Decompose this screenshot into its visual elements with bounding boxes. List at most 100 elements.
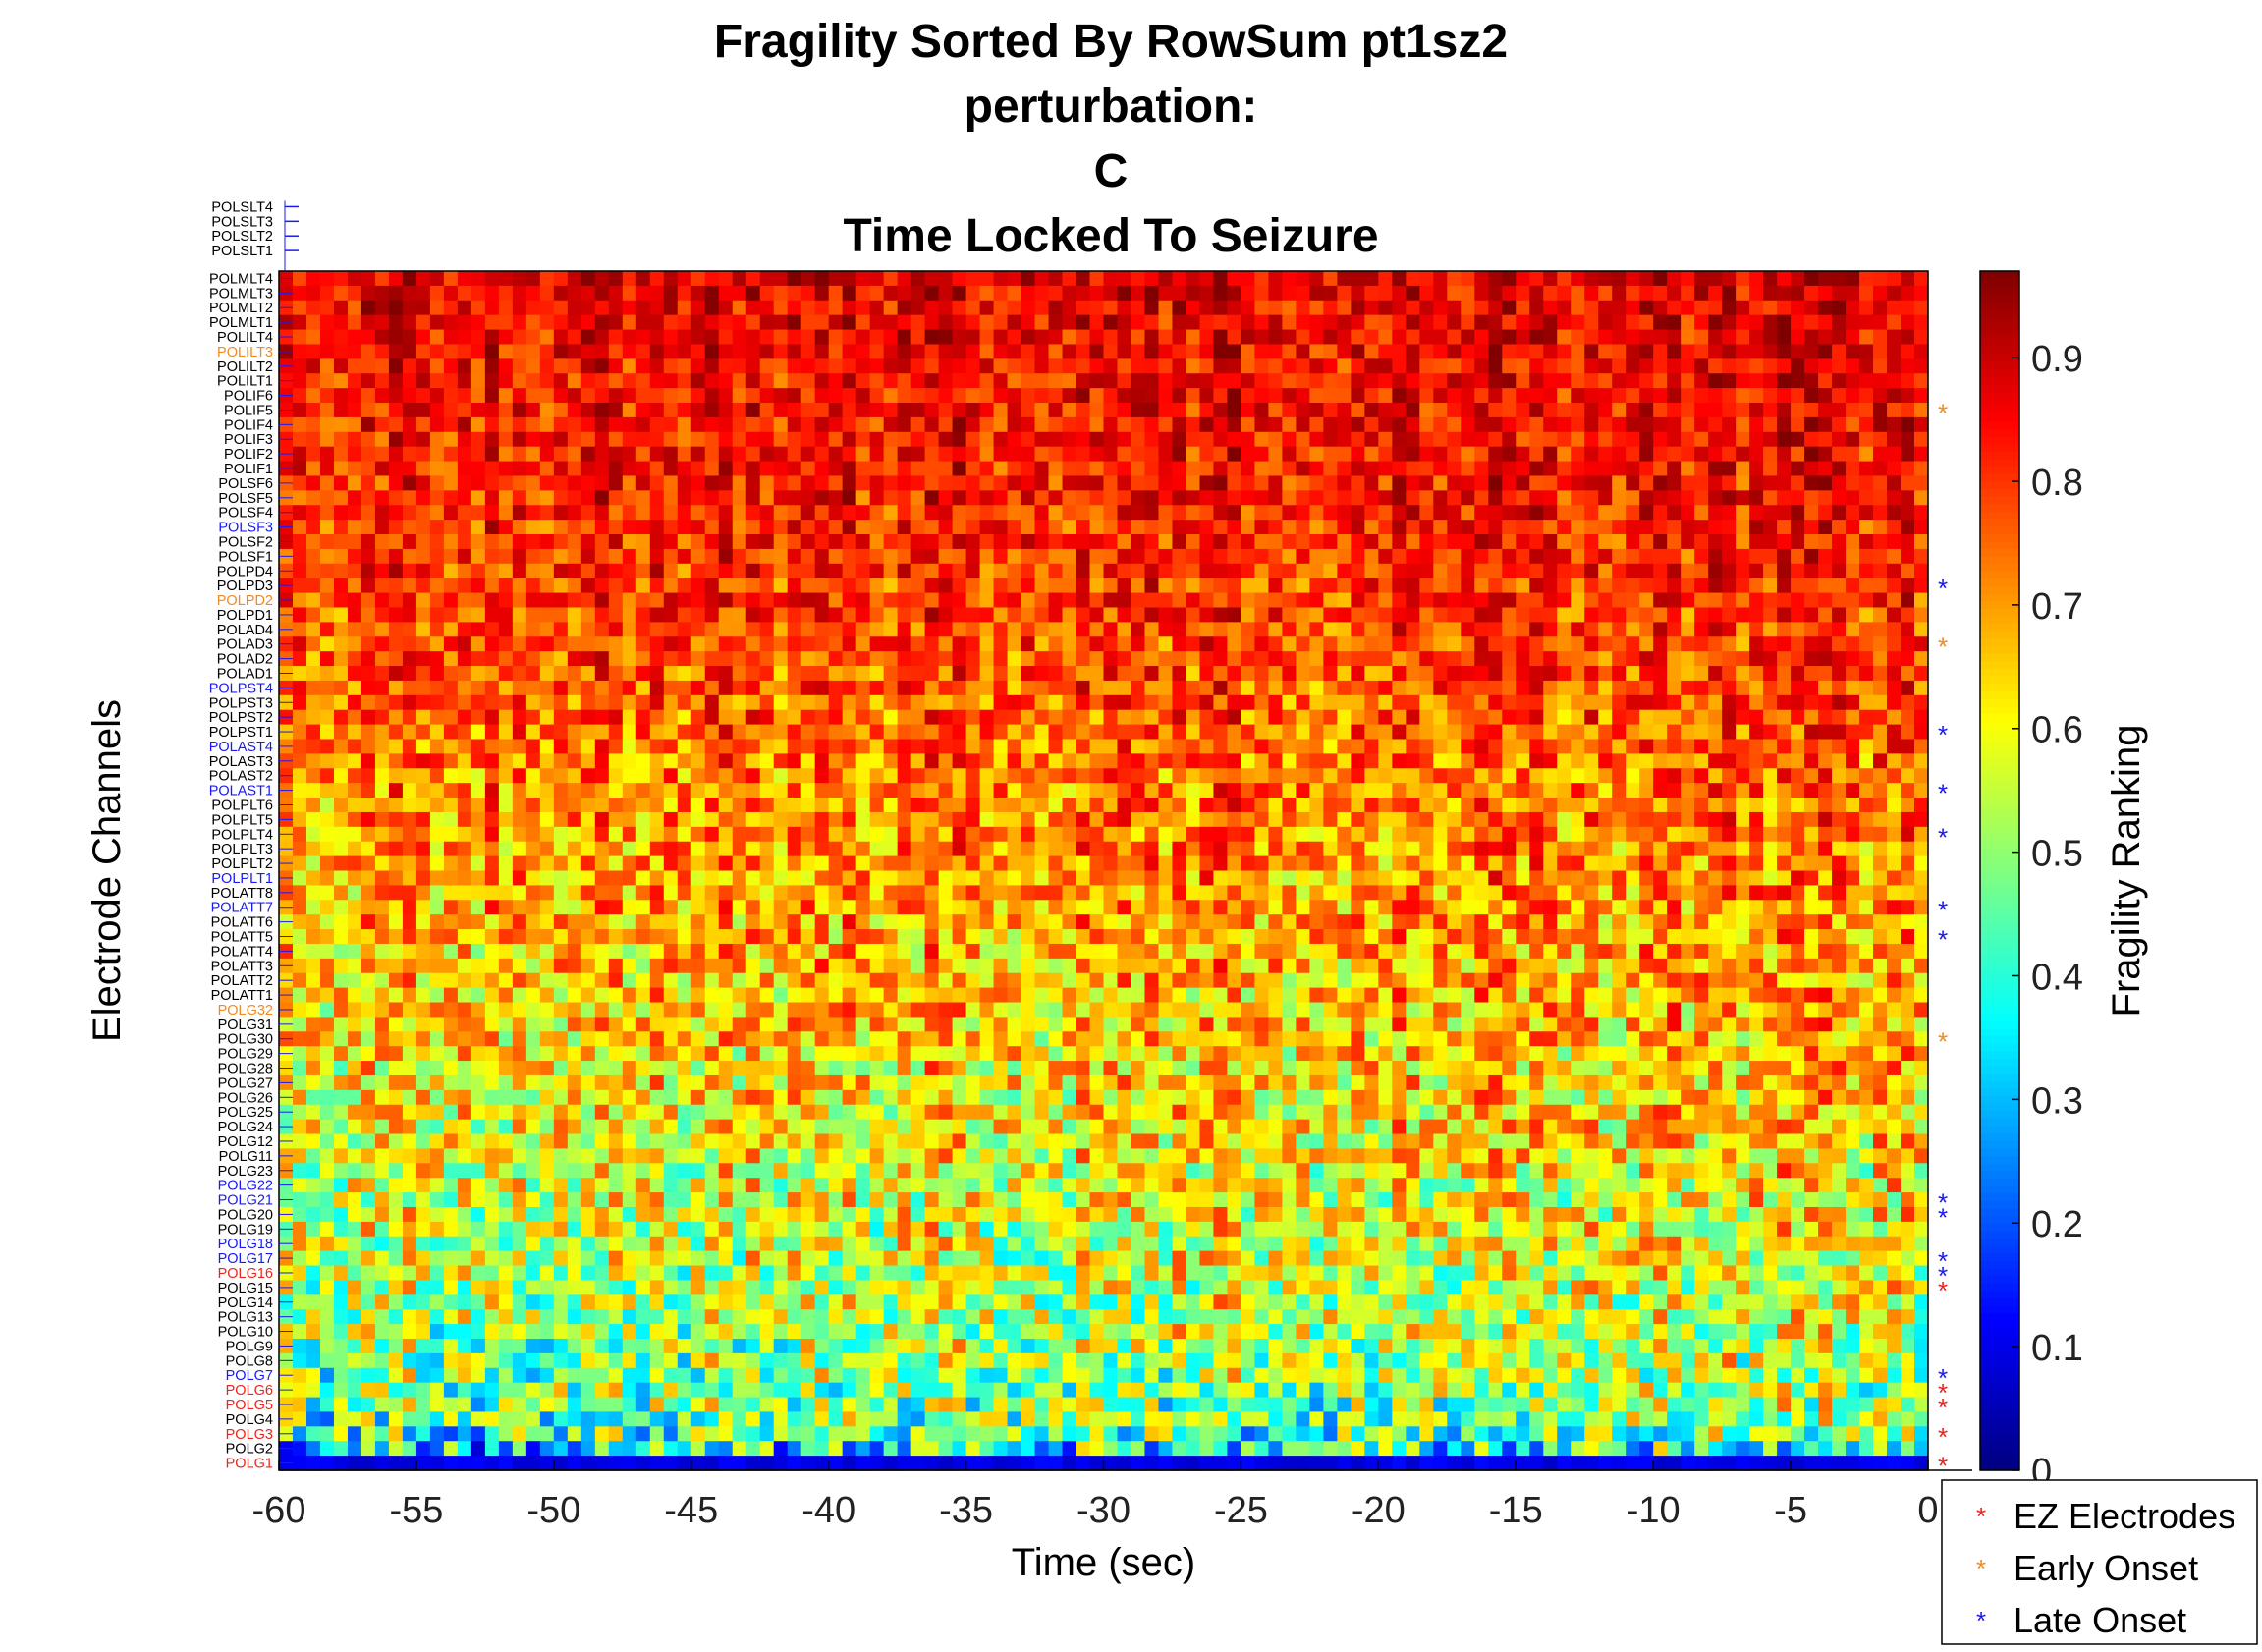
- heatmap-cell: [1571, 520, 1585, 535]
- heatmap-cell: [1708, 431, 1723, 448]
- heatmap-cell: [1309, 666, 1324, 682]
- heatmap-cell: [814, 841, 830, 857]
- heatmap-cell: [1199, 505, 1215, 521]
- heatmap-cell: [814, 694, 830, 711]
- heatmap-cell: [677, 783, 692, 798]
- heatmap-cell: [374, 403, 390, 418]
- heatmap-cell: [484, 680, 500, 696]
- heatmap-cell: [1791, 724, 1805, 741]
- heatmap-cell: [388, 271, 404, 287]
- heatmap-cell: [1007, 666, 1022, 682]
- heatmap-cell: [745, 403, 761, 418]
- heatmap-cell: [773, 739, 789, 754]
- heatmap-cell: [1309, 388, 1324, 404]
- heatmap-cell: [1571, 753, 1585, 769]
- heatmap-cell: [952, 798, 967, 813]
- heatmap-cell: [1199, 416, 1215, 433]
- heatmap-cell: [1901, 300, 1915, 316]
- heatmap-cell: [1158, 388, 1174, 404]
- heatmap-cell: [924, 739, 940, 754]
- heatmap-cell: [1323, 826, 1338, 843]
- heatmap-cell: [374, 475, 390, 491]
- heatmap-cell: [1488, 768, 1503, 784]
- heatmap-cell: [1323, 607, 1338, 623]
- heatmap-cell: [965, 344, 981, 359]
- heatmap-cell: [1199, 344, 1215, 359]
- heatmap-cell: [993, 694, 1009, 711]
- heatmap-cell: [1777, 446, 1792, 463]
- heatmap-cell: [347, 680, 362, 696]
- heatmap-cell: [305, 826, 321, 843]
- heatmap-cell: [347, 520, 362, 535]
- heatmap-cell: [1598, 446, 1613, 463]
- heatmap-cell: [869, 826, 885, 843]
- heatmap-cell: [1034, 563, 1050, 579]
- heatmap-cell: [580, 753, 596, 769]
- heatmap-cell: [1681, 358, 1695, 374]
- heatmap-cell: [663, 329, 679, 346]
- heatmap-cell: [1199, 578, 1215, 594]
- heatmap-cell: [690, 431, 706, 448]
- heatmap-cell: [1461, 783, 1475, 798]
- heatmap-cell: [979, 592, 995, 609]
- heatmap-cell: [305, 607, 321, 623]
- heatmap-cell: [402, 446, 417, 463]
- heatmap-cell: [1681, 578, 1695, 594]
- heatmap-cell: [1653, 314, 1668, 331]
- heatmap-cell: [1584, 855, 1599, 872]
- heatmap-cell: [525, 855, 541, 872]
- heatmap-cell: [1433, 768, 1448, 784]
- heatmap-cell: [1516, 592, 1530, 609]
- heatmap-cell: [402, 490, 417, 506]
- heatmap-cell: [1804, 388, 1819, 404]
- heatmap-cell: [1461, 811, 1475, 828]
- heatmap-cell: [1653, 520, 1668, 535]
- heatmap-cell: [525, 403, 541, 418]
- heatmap-cell: [1007, 798, 1022, 813]
- heatmap-cell: [1667, 811, 1682, 828]
- heatmap-cell: [649, 592, 665, 609]
- heatmap-cell: [1323, 798, 1338, 813]
- heatmap-cell: [1914, 607, 1929, 623]
- heatmap-cell: [1227, 358, 1242, 374]
- heatmap-cell: [1131, 870, 1146, 886]
- heatmap-cell: [1103, 416, 1119, 433]
- heatmap-cell: [1337, 358, 1352, 374]
- heatmap-cell: [457, 461, 472, 477]
- heatmap-cell: [1392, 373, 1407, 389]
- heatmap-cell: [1323, 622, 1338, 637]
- heatmap-cell: [1887, 592, 1902, 609]
- heatmap-cell: [910, 709, 926, 726]
- heatmap-cell: [1131, 358, 1146, 374]
- heatmap-cell: [814, 636, 830, 652]
- heatmap-cell: [1419, 271, 1434, 287]
- heatmap-cell: [1227, 739, 1242, 754]
- heatmap-cell: [1502, 724, 1517, 741]
- heatmap-cell: [910, 622, 926, 637]
- heatmap-cell: [1667, 563, 1682, 579]
- heatmap-cell: [1667, 271, 1682, 287]
- heatmap-cell: [787, 314, 802, 331]
- heatmap-cell: [1337, 855, 1352, 872]
- heatmap-cell: [1048, 505, 1064, 521]
- heatmap-cell: [1034, 841, 1050, 857]
- heatmap-cell: [979, 607, 995, 623]
- heatmap-cell: [1186, 416, 1201, 433]
- heatmap-cell: [1062, 563, 1077, 579]
- heatmap-cell: [1873, 563, 1888, 579]
- heatmap-cell: [567, 534, 582, 550]
- heatmap-cell: [1213, 753, 1229, 769]
- heatmap-cell: [1873, 768, 1888, 784]
- heatmap-cell: [842, 870, 857, 886]
- heatmap-cell: [1089, 534, 1105, 550]
- heatmap-cell: [1447, 403, 1462, 418]
- heatmap-cell: [1873, 709, 1888, 726]
- heatmap-cell: [498, 739, 514, 754]
- heatmap-cell: [1117, 739, 1132, 754]
- heatmap-cell: [649, 855, 665, 872]
- heatmap-cell: [470, 403, 486, 418]
- heatmap-cell: [979, 798, 995, 813]
- heatmap-cell: [910, 798, 926, 813]
- heatmap-cell: [1557, 578, 1572, 594]
- heatmap-cell: [1681, 811, 1695, 828]
